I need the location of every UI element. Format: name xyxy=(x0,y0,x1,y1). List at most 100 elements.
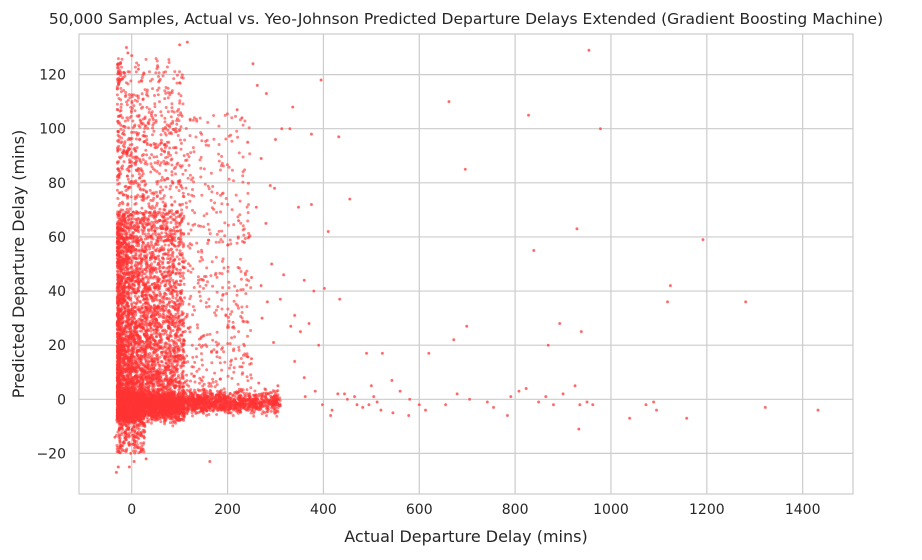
data-point xyxy=(307,322,310,325)
data-point xyxy=(162,74,165,77)
data-point xyxy=(407,414,410,417)
data-point xyxy=(179,139,182,142)
data-point xyxy=(159,260,162,263)
data-point xyxy=(120,103,123,106)
data-point xyxy=(191,344,194,347)
data-point xyxy=(190,372,193,375)
data-point xyxy=(143,140,146,143)
data-point xyxy=(206,121,209,124)
data-point xyxy=(260,284,263,287)
data-point xyxy=(149,171,152,174)
data-point xyxy=(216,305,219,308)
data-point xyxy=(221,286,224,289)
data-point xyxy=(418,403,421,406)
data-point xyxy=(236,215,239,218)
data-point xyxy=(188,303,191,306)
data-point xyxy=(164,169,167,172)
data-point xyxy=(447,100,450,103)
data-point xyxy=(138,177,141,180)
data-point xyxy=(517,390,520,393)
data-point xyxy=(150,241,153,244)
data-point xyxy=(187,193,190,196)
data-point xyxy=(525,387,528,390)
data-point xyxy=(288,127,291,130)
data-point xyxy=(256,84,259,87)
data-point xyxy=(273,187,276,190)
data-point xyxy=(231,377,234,380)
data-point xyxy=(245,284,248,287)
data-point xyxy=(207,239,210,242)
data-point xyxy=(215,211,218,214)
data-point xyxy=(399,390,402,393)
data-point xyxy=(248,152,251,155)
data-point xyxy=(173,111,176,114)
data-point xyxy=(218,272,221,275)
data-point xyxy=(213,372,216,375)
data-point xyxy=(144,116,147,119)
data-point xyxy=(199,299,202,302)
data-point xyxy=(260,395,263,398)
data-point xyxy=(282,273,285,276)
data-point xyxy=(115,434,118,437)
data-point xyxy=(246,375,249,378)
data-point xyxy=(424,409,427,412)
data-point xyxy=(244,292,247,295)
data-point xyxy=(214,273,217,276)
data-point xyxy=(229,342,232,345)
data-point xyxy=(205,144,208,147)
data-point xyxy=(170,196,173,199)
data-point xyxy=(127,82,130,85)
data-point xyxy=(228,166,231,169)
data-point xyxy=(232,371,235,374)
data-point xyxy=(240,278,243,281)
data-point xyxy=(163,89,166,92)
data-point xyxy=(228,320,231,323)
data-point xyxy=(197,282,200,285)
data-point xyxy=(131,120,134,123)
data-point xyxy=(191,188,194,191)
data-point xyxy=(241,174,244,177)
data-point xyxy=(246,192,249,195)
data-point xyxy=(229,239,232,242)
data-point xyxy=(235,303,238,306)
data-point xyxy=(116,103,119,106)
data-point xyxy=(236,108,239,111)
data-point xyxy=(130,54,133,57)
data-point xyxy=(270,410,273,413)
data-point xyxy=(128,465,131,468)
data-point xyxy=(223,387,226,390)
data-point xyxy=(573,384,576,387)
data-point xyxy=(240,357,243,360)
data-point xyxy=(599,127,602,130)
data-point xyxy=(129,452,132,455)
data-point xyxy=(253,390,256,393)
data-point xyxy=(125,116,128,119)
data-point xyxy=(232,321,235,324)
data-point xyxy=(343,392,346,395)
data-point xyxy=(225,197,228,200)
data-point xyxy=(159,270,162,273)
data-point xyxy=(234,392,237,395)
data-point xyxy=(141,92,144,95)
data-point xyxy=(575,227,578,230)
data-point xyxy=(270,262,273,265)
data-point xyxy=(319,78,322,81)
data-point xyxy=(163,179,166,182)
data-point xyxy=(164,244,167,247)
data-point xyxy=(249,373,252,376)
data-point xyxy=(145,138,148,141)
data-point xyxy=(181,274,184,277)
data-point xyxy=(159,164,162,167)
data-point xyxy=(628,417,631,420)
data-point xyxy=(185,127,188,130)
data-point xyxy=(547,344,550,347)
data-point xyxy=(195,136,198,139)
data-point xyxy=(179,234,182,237)
data-point xyxy=(199,260,202,263)
data-point xyxy=(272,341,275,344)
data-point xyxy=(189,134,192,137)
data-point xyxy=(173,70,176,73)
data-point xyxy=(408,398,411,401)
data-point xyxy=(185,374,188,377)
data-point xyxy=(219,169,222,172)
